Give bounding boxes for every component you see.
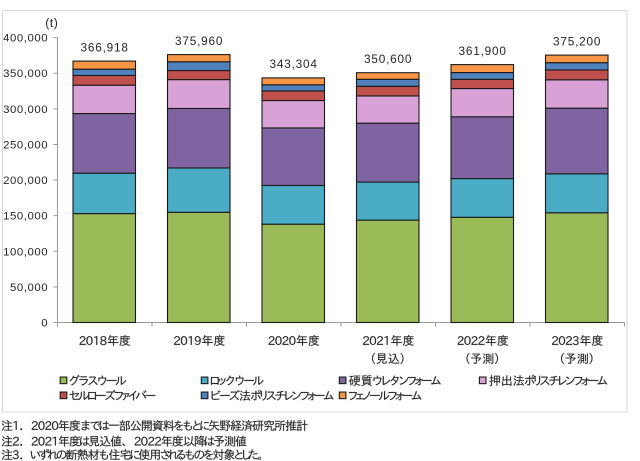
svg-text:350,600: 350,600 bbox=[364, 52, 412, 66]
svg-text:250,000: 250,000 bbox=[3, 139, 48, 151]
svg-text:100,000: 100,000 bbox=[3, 246, 48, 258]
svg-text:375,200: 375,200 bbox=[553, 34, 601, 48]
svg-text:350,000: 350,000 bbox=[3, 68, 48, 80]
svg-text:375,960: 375,960 bbox=[175, 34, 223, 48]
svg-text:200,000: 200,000 bbox=[3, 175, 48, 187]
svg-text:300,000: 300,000 bbox=[3, 104, 48, 116]
svg-text:50,000: 50,000 bbox=[10, 282, 48, 294]
svg-text:0: 0 bbox=[41, 318, 48, 330]
svg-text:(t): (t) bbox=[45, 16, 58, 30]
svg-text:400,000: 400,000 bbox=[3, 33, 48, 45]
svg-text:366,918: 366,918 bbox=[81, 40, 129, 54]
svg-text:361,900: 361,900 bbox=[459, 44, 507, 58]
svg-text:150,000: 150,000 bbox=[3, 211, 48, 223]
svg-text:343,304: 343,304 bbox=[270, 57, 318, 71]
